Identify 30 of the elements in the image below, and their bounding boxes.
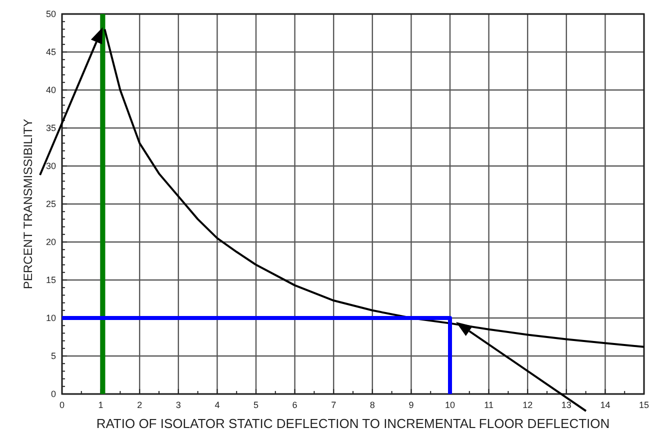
x-tick-label: 2 — [137, 400, 142, 410]
x-tick-label: 12 — [522, 400, 533, 410]
x-tick-label: 4 — [214, 400, 220, 410]
x-tick-label: 13 — [561, 400, 572, 410]
y-tick-label: 0 — [50, 389, 56, 399]
line-series — [104, 28, 645, 348]
x-tick-label: 15 — [638, 400, 650, 410]
y-tick-label: 5 — [50, 351, 56, 361]
x-tick-label: 9 — [408, 400, 414, 410]
x-tick-label: 11 — [484, 400, 494, 410]
y-tick-label: 25 — [46, 199, 56, 209]
x-tick-label: 0 — [59, 400, 65, 410]
y-tick-label: 30 — [46, 161, 56, 171]
x-tick-label: 10 — [444, 400, 456, 410]
x-tick-label: 8 — [370, 400, 375, 410]
y-tick-label: 45 — [46, 47, 56, 57]
y-tick-label: 10 — [46, 313, 56, 323]
x-tick-label: 7 — [331, 400, 336, 410]
x-tick-label: 1 — [98, 400, 104, 410]
y-tick-label: 50 — [46, 9, 56, 19]
x-axis-title: RATIO OF ISOLATOR STATIC DEFLECTION TO INCREMENTAL FLOOR DEFLECTION — [96, 416, 610, 431]
y-tick-label: 35 — [46, 123, 56, 133]
y-tick-label: 15 — [46, 275, 56, 285]
y-tick-label: 20 — [46, 237, 56, 247]
x-tick-label: 3 — [176, 400, 181, 410]
x-tick-label: 14 — [600, 400, 610, 410]
x-tick-label: 6 — [292, 400, 298, 410]
x-tick-label: 5 — [253, 400, 259, 410]
y-axis-title: PERCENT TRANSMISSIBILITY — [21, 118, 35, 290]
y-tick-label: 40 — [46, 85, 56, 95]
